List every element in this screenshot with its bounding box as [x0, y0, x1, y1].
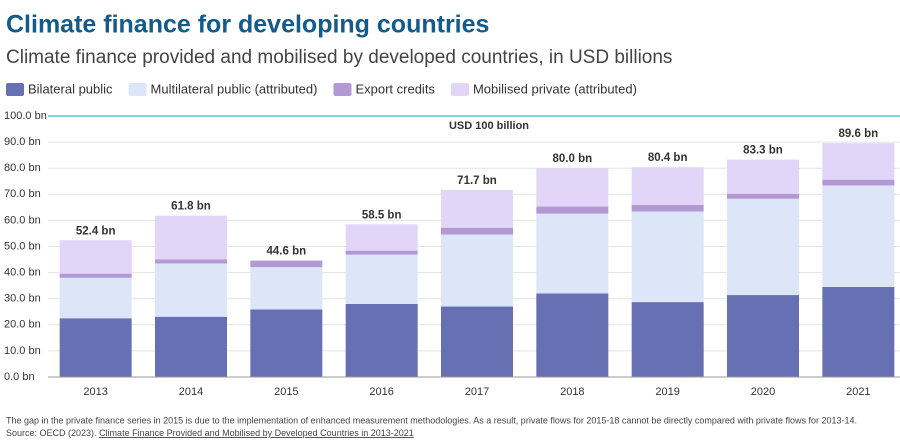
bar-segment [250, 267, 323, 310]
bar-segment [727, 198, 799, 296]
bar-segment [155, 263, 227, 317]
y-tick-label: 20.0 bn [4, 319, 41, 331]
chart-subtitle: Climate finance provided and mobilised b… [6, 47, 672, 68]
total-label: 83.3 bn [743, 145, 783, 157]
y-tick-label: 50.0 bn [4, 240, 41, 252]
legend: Bilateral public Multilateral public (att… [6, 81, 637, 96]
bar-segment [631, 211, 704, 303]
bar-segment [441, 227, 513, 235]
reference-label: USD 100 billion [449, 120, 529, 132]
bar-segment [536, 213, 609, 294]
bar-segment [155, 316, 227, 377]
x-tick-label: 2015 [274, 386, 298, 398]
x-tick-label: 2014 [179, 386, 203, 398]
legend-label: Multilateral public (attributed) [151, 81, 318, 96]
bar-segment [536, 168, 609, 207]
source-link[interactable]: Climate Finance Provided and Mobilised b… [99, 428, 414, 438]
y-tick-label: 100.0 bn [4, 110, 47, 122]
bar-segment [441, 234, 513, 307]
x-tick-label: 2016 [369, 386, 393, 398]
legend-label: Mobilised private (attributed) [473, 81, 637, 96]
bar-segment [822, 179, 895, 186]
y-tick-label: 10.0 bn [4, 345, 41, 357]
bar-segment [155, 215, 227, 260]
legend-swatch [333, 83, 352, 96]
legend-swatch [450, 83, 469, 96]
bar-segment [345, 250, 418, 255]
bar-segment [250, 260, 323, 268]
footnote: The gap in the private finance series in… [6, 415, 857, 425]
bar-segment [345, 254, 418, 304]
bar-segment [631, 167, 704, 205]
bar-segment [155, 259, 227, 264]
total-label: 52.4 bn [76, 225, 116, 237]
bar-segment [631, 302, 704, 377]
y-tick-label: 90.0 bn [4, 136, 41, 148]
bar-segment [727, 295, 799, 377]
legend-swatch [6, 83, 24, 96]
chart-title: Climate finance for developing countries [6, 11, 489, 39]
bar-segment [727, 159, 799, 194]
bar-segment [631, 204, 704, 212]
y-tick-label: 40.0 bn [4, 267, 41, 279]
bar-segment [441, 189, 513, 228]
total-label: 80.0 bn [553, 153, 593, 165]
bar-segment [59, 240, 132, 274]
bar-segment [250, 309, 323, 377]
x-tick-label: 2013 [83, 386, 107, 398]
bar-segment [536, 206, 609, 214]
bar-segment [822, 143, 895, 180]
x-tick-label: 2019 [655, 386, 679, 398]
y-tick-label: 30.0 bn [4, 293, 41, 305]
bar-segment [59, 277, 132, 319]
legend-label: Export credits [355, 81, 435, 96]
bar-segment [822, 286, 895, 377]
y-tick-label: 70.0 bn [4, 188, 41, 200]
total-label: 80.4 bn [648, 152, 688, 164]
source-text: Source: OECD (2023). [6, 428, 97, 438]
y-tick-label: 80.0 bn [4, 162, 41, 174]
total-label: 44.6 bn [267, 246, 307, 258]
bar-segment [345, 303, 418, 377]
x-tick-label: 2020 [751, 386, 775, 398]
total-label: 58.5 bn [362, 209, 402, 221]
legend-label: Bilateral public [28, 81, 113, 96]
total-label: 71.7 bn [457, 175, 497, 187]
total-label: 61.8 bn [171, 201, 211, 213]
source: Source: OECD (2023). Climate Finance Pro… [6, 428, 414, 438]
bar-segment [727, 193, 799, 199]
x-tick-label: 2021 [846, 386, 870, 398]
bar-segment [822, 185, 895, 287]
bar-segment [441, 306, 513, 377]
bar-segment [59, 273, 132, 278]
bar-segment [59, 318, 132, 377]
y-tick-label: 60.0 bn [4, 214, 41, 226]
total-label: 89.6 bn [839, 128, 879, 140]
bar-segment [536, 293, 609, 377]
x-tick-label: 2017 [465, 386, 489, 398]
bar-segment [345, 224, 418, 251]
legend-swatch [128, 83, 147, 96]
x-tick-label: 2018 [560, 386, 584, 398]
y-tick-label: 0.0 bn [4, 371, 35, 383]
